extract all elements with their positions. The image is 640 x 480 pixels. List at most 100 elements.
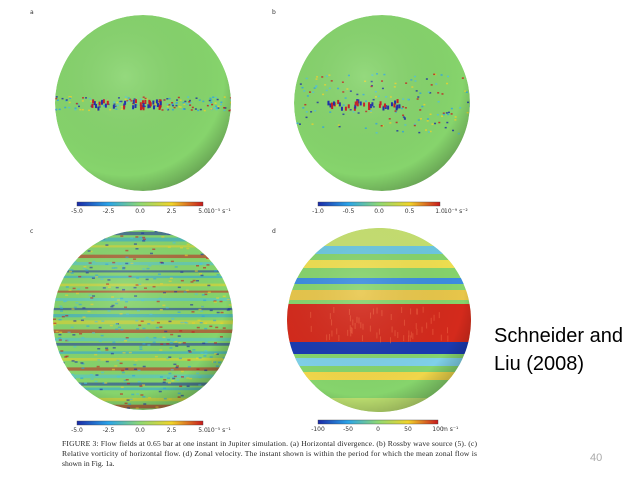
eddy (202, 388, 206, 391)
eddy (57, 384, 61, 387)
eddy (101, 237, 105, 239)
eddy (229, 382, 233, 384)
eddy (101, 405, 105, 408)
eddy (211, 255, 215, 257)
eddy (177, 404, 181, 406)
eddy (230, 374, 233, 377)
eddy (198, 407, 202, 410)
eddy (223, 376, 227, 379)
eddy (212, 377, 216, 379)
colorbar-tick-label: 5.0 (198, 208, 208, 215)
eddy (209, 396, 213, 398)
colorbar-tick-label: 0.0 (135, 208, 145, 215)
eddy (223, 362, 227, 365)
eddy (63, 391, 67, 394)
eddy (207, 241, 211, 243)
eddy (167, 407, 171, 410)
eddy (210, 239, 214, 241)
eddy (232, 359, 233, 361)
panel-label: c (30, 228, 33, 235)
eddy (222, 405, 226, 408)
eddy (228, 389, 232, 392)
eddy (81, 234, 85, 237)
eddy (224, 385, 228, 388)
eddy (56, 253, 60, 255)
colorbar-tick-label: -5.0 (71, 208, 83, 215)
eddy (181, 406, 185, 408)
panel-label: b (272, 9, 276, 16)
colorbar-tick-label: 5.0 (198, 427, 208, 434)
eddy (229, 290, 233, 292)
eddy (230, 382, 233, 385)
eddy (183, 230, 187, 232)
colorbar (317, 419, 439, 425)
eddy (219, 373, 223, 375)
eddy (71, 234, 75, 236)
eddy (213, 390, 217, 392)
eddy (66, 231, 70, 234)
caption-line: shown in Fig. 1a. (62, 459, 115, 468)
caption-line: FIGURE 3: Flow fields at 0.65 bar at one… (62, 439, 477, 448)
sphere-shade (287, 228, 471, 412)
eddy (228, 287, 232, 289)
eddy (84, 403, 88, 405)
eddy (103, 232, 107, 234)
eddy (95, 238, 99, 241)
eddy (62, 255, 66, 258)
sphere-shade (55, 15, 231, 191)
colorbar (76, 201, 204, 207)
eddy (91, 402, 95, 404)
eddy (59, 249, 63, 252)
eddy (225, 392, 229, 395)
eddy (75, 244, 79, 246)
eddy (61, 263, 65, 265)
eddy (196, 400, 200, 403)
eddy (57, 371, 61, 373)
eddy (224, 236, 228, 239)
colorbar-tick-label: 0.5 (405, 208, 415, 215)
eddy (200, 393, 204, 396)
eddy (180, 406, 184, 408)
eddy (67, 247, 71, 250)
colorbar-tick-label: -100 (311, 426, 325, 433)
eddy (92, 402, 96, 405)
eddy (229, 382, 233, 384)
colorbar-tick-label: 1.0 (435, 208, 445, 215)
speckle (468, 85, 470, 87)
eddy (92, 232, 96, 235)
citation-line: Schneider and (494, 325, 623, 347)
colorbar-tick-label: -50 (343, 426, 353, 433)
colorbar-tick-label: -5.0 (71, 427, 83, 434)
eddy (232, 408, 233, 410)
eddy (212, 234, 216, 237)
colorbar-unit: m s⁻¹ (442, 426, 459, 433)
colorbar-tick-label: 2.5 (167, 208, 177, 215)
eddy (53, 361, 57, 364)
eddy (217, 383, 221, 386)
caption-line: Relative vorticity of horizontal flow. (… (62, 449, 477, 458)
sphere-shade (294, 15, 470, 191)
page-number: 40 (590, 452, 602, 464)
eddy (229, 266, 233, 269)
colorbar-tick-label: 50 (404, 426, 412, 433)
sphere-shade (53, 230, 233, 410)
eddy (208, 230, 212, 232)
eddy (210, 402, 214, 404)
colorbar-tick-label: -1.0 (312, 208, 324, 215)
colorbar-unit: 10⁻⁵ s⁻¹ (207, 427, 231, 434)
eddy (65, 381, 69, 383)
eddy (210, 253, 214, 256)
eddy (102, 404, 106, 406)
eddy (62, 371, 66, 373)
eddy (225, 274, 229, 276)
eddy (229, 250, 233, 252)
eddy (72, 236, 76, 239)
eddy (225, 402, 229, 405)
colorbar-tick-label: -2.5 (103, 208, 115, 215)
eddy (229, 266, 233, 268)
eddy (105, 230, 109, 233)
eddy (205, 398, 209, 400)
eddy (77, 387, 81, 390)
colorbar-tick-label: 0 (376, 426, 380, 433)
eddy (215, 402, 219, 405)
